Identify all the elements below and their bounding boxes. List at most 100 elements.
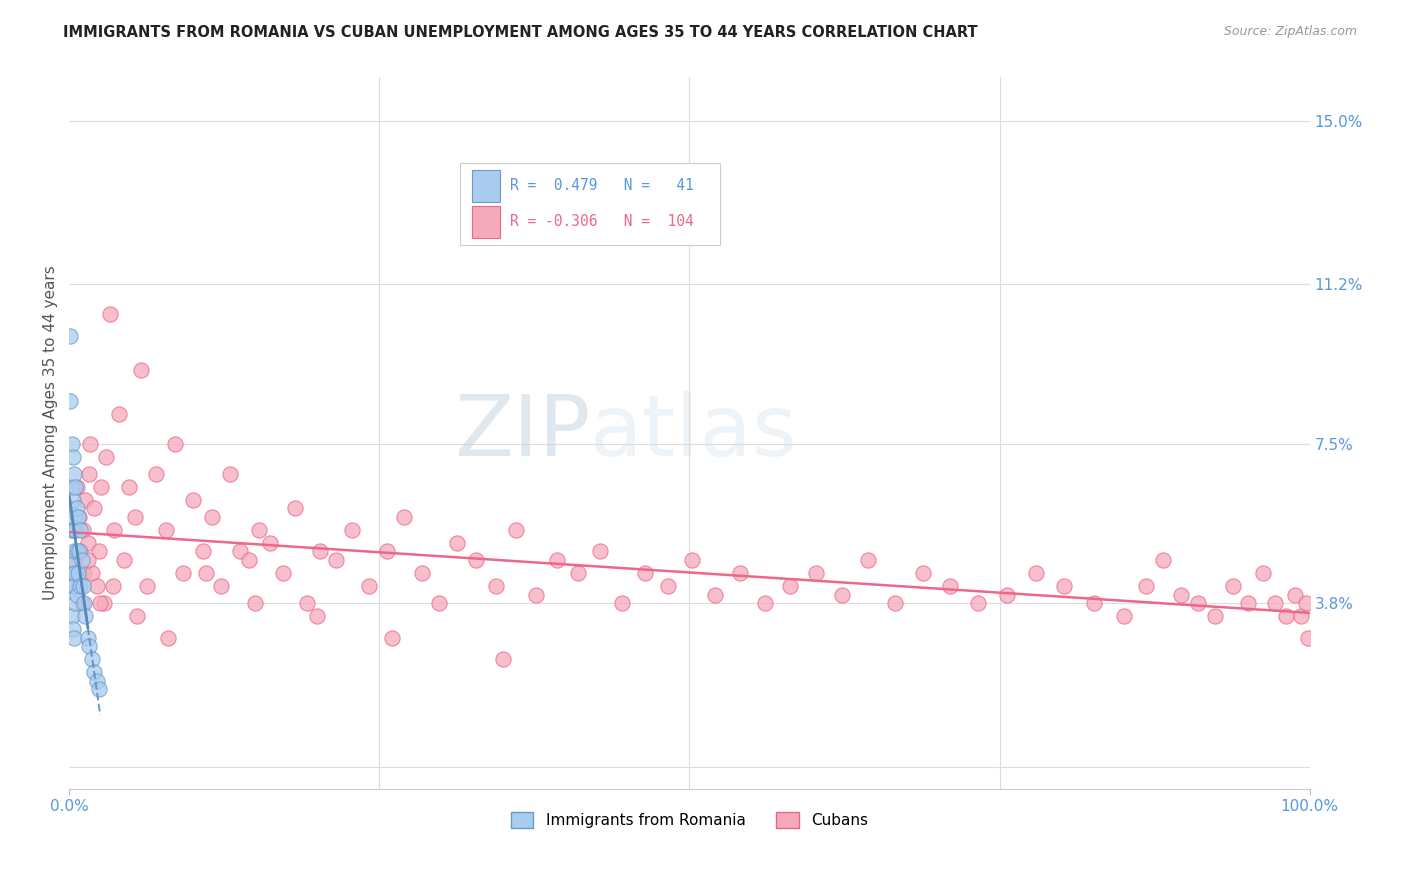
- Point: [60, 609, 83, 624]
- Point: [201, 510, 224, 524]
- Point: [194, 566, 217, 580]
- Point: [66, 501, 89, 516]
- Point: [271, 566, 294, 580]
- Point: [681, 553, 703, 567]
- Point: [1083, 596, 1105, 610]
- Point: [62, 579, 84, 593]
- Point: [67, 510, 90, 524]
- Point: [308, 544, 330, 558]
- Point: [1295, 596, 1317, 610]
- Point: [65, 523, 87, 537]
- Point: [1298, 631, 1320, 645]
- Point: [62, 622, 84, 636]
- Point: [65, 480, 87, 494]
- Point: [219, 467, 242, 481]
- Point: [884, 596, 907, 610]
- Point: [505, 523, 527, 537]
- Point: [69, 523, 91, 537]
- Point: [589, 544, 612, 558]
- Point: [75, 492, 97, 507]
- Point: [103, 523, 125, 537]
- Point: [375, 544, 398, 558]
- Point: [1204, 609, 1226, 624]
- Point: [157, 631, 180, 645]
- Point: [245, 596, 267, 610]
- Point: [70, 553, 93, 567]
- Point: [340, 523, 363, 537]
- Point: [1187, 596, 1209, 610]
- Point: [62, 492, 84, 507]
- Point: [86, 673, 108, 688]
- Point: [86, 579, 108, 593]
- Point: [392, 510, 415, 524]
- Point: [76, 553, 98, 567]
- Legend: Immigrants from Romania, Cubans: Immigrants from Romania, Cubans: [505, 806, 875, 834]
- Point: [634, 566, 657, 580]
- Point: [63, 510, 86, 524]
- Point: [62, 523, 84, 537]
- Point: [72, 523, 94, 537]
- Point: [1222, 579, 1244, 593]
- Y-axis label: Unemployment Among Ages 35 to 44 years: Unemployment Among Ages 35 to 44 years: [44, 266, 58, 600]
- Point: [485, 579, 508, 593]
- Point: [63, 544, 86, 558]
- Point: [172, 566, 194, 580]
- Point: [1135, 579, 1157, 593]
- Point: [181, 492, 204, 507]
- Point: [1284, 588, 1306, 602]
- Point: [145, 467, 167, 481]
- Point: [446, 536, 468, 550]
- Point: [59, 393, 82, 408]
- Point: [127, 609, 149, 624]
- Point: [67, 544, 90, 558]
- Point: [247, 523, 270, 537]
- Point: [62, 553, 84, 567]
- Point: [118, 480, 141, 494]
- Point: [1053, 579, 1076, 593]
- Point: [209, 579, 232, 593]
- Point: [381, 631, 404, 645]
- Point: [831, 588, 853, 602]
- Point: [124, 510, 146, 524]
- Text: R = -0.306   N =  104: R = -0.306 N = 104: [509, 214, 693, 229]
- Point: [995, 588, 1018, 602]
- Point: [911, 566, 934, 580]
- Point: [112, 553, 135, 567]
- Point: [72, 579, 94, 593]
- Point: [75, 609, 97, 624]
- Point: [65, 596, 87, 610]
- Point: [62, 450, 84, 464]
- Point: [60, 566, 83, 580]
- Point: [66, 588, 89, 602]
- Bar: [472, 169, 499, 202]
- Point: [567, 566, 589, 580]
- Point: [238, 553, 260, 567]
- Point: [65, 553, 87, 567]
- Point: [524, 588, 547, 602]
- Point: [76, 536, 98, 550]
- Text: Source: ZipAtlas.com: Source: ZipAtlas.com: [1223, 25, 1357, 38]
- Point: [1236, 596, 1258, 610]
- Point: [939, 579, 962, 593]
- Point: [93, 596, 115, 610]
- Point: [325, 553, 347, 567]
- Point: [66, 579, 89, 593]
- Point: [80, 566, 103, 580]
- Point: [193, 544, 215, 558]
- Point: [259, 536, 281, 550]
- Point: [1275, 609, 1298, 624]
- Point: [229, 544, 252, 558]
- Point: [80, 652, 103, 666]
- Point: [66, 510, 89, 524]
- Point: [284, 501, 307, 516]
- Point: [359, 579, 381, 593]
- Point: [1170, 588, 1192, 602]
- FancyBboxPatch shape: [460, 162, 720, 244]
- Point: [730, 566, 752, 580]
- Point: [60, 523, 83, 537]
- Point: [83, 501, 105, 516]
- Point: [129, 363, 152, 377]
- Point: [155, 523, 177, 537]
- Point: [1289, 609, 1312, 624]
- Point: [90, 480, 112, 494]
